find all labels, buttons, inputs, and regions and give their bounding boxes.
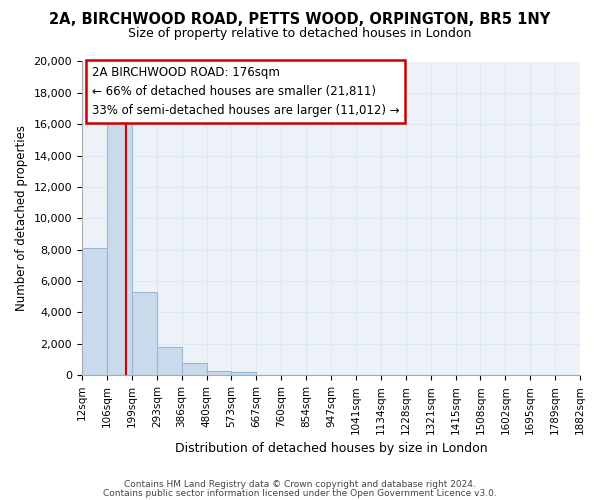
Bar: [107, 116, 132, 375]
Bar: [157, 347, 182, 375]
Bar: [82, 248, 107, 375]
Bar: [182, 364, 206, 375]
Text: Contains public sector information licensed under the Open Government Licence v3: Contains public sector information licen…: [103, 488, 497, 498]
Y-axis label: Number of detached properties: Number of detached properties: [15, 126, 28, 312]
Bar: [232, 372, 256, 375]
Text: Contains HM Land Registry data © Crown copyright and database right 2024.: Contains HM Land Registry data © Crown c…: [124, 480, 476, 489]
Bar: [132, 292, 157, 375]
Text: Size of property relative to detached houses in London: Size of property relative to detached ho…: [128, 28, 472, 40]
X-axis label: Distribution of detached houses by size in London: Distribution of detached houses by size …: [175, 442, 487, 455]
Text: 2A BIRCHWOOD ROAD: 176sqm
← 66% of detached houses are smaller (21,811)
33% of s: 2A BIRCHWOOD ROAD: 176sqm ← 66% of detac…: [92, 66, 400, 117]
Text: 2A, BIRCHWOOD ROAD, PETTS WOOD, ORPINGTON, BR5 1NY: 2A, BIRCHWOOD ROAD, PETTS WOOD, ORPINGTO…: [49, 12, 551, 28]
Bar: [206, 370, 232, 375]
